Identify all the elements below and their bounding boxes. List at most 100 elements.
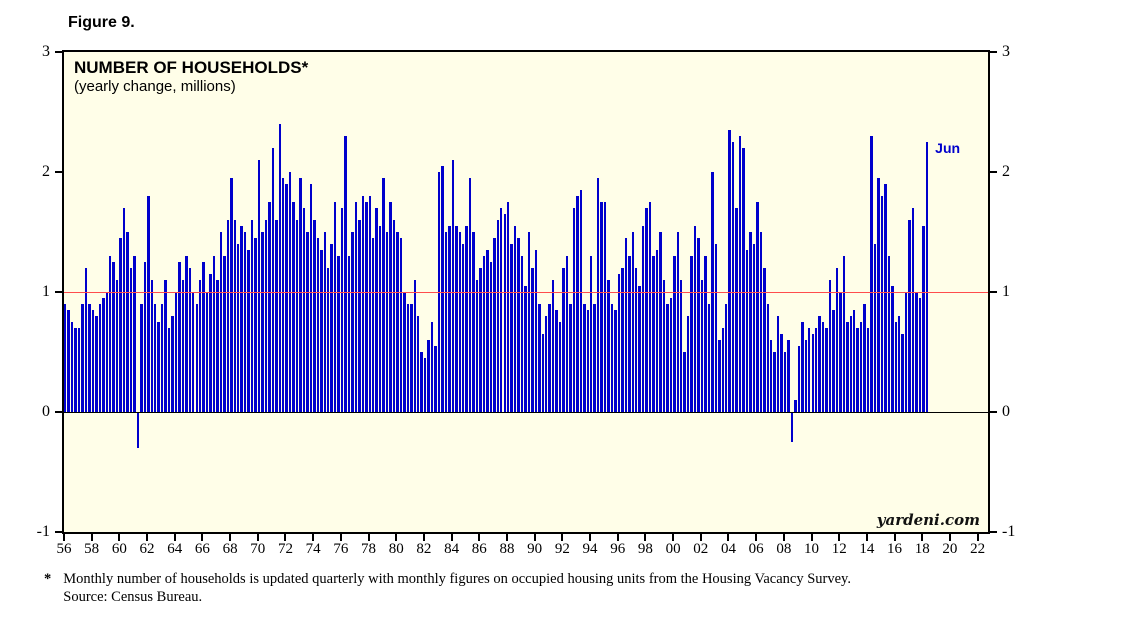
data-bar <box>493 238 496 412</box>
y-tick-left <box>55 291 62 293</box>
data-bar <box>638 286 641 412</box>
data-bar <box>441 166 444 412</box>
data-bar <box>787 340 790 412</box>
data-bar <box>662 280 666 412</box>
data-bar <box>216 280 219 412</box>
x-tick-label: 70 <box>250 541 266 557</box>
data-bar <box>863 304 866 412</box>
data-bar <box>102 298 105 412</box>
x-tick <box>256 534 259 541</box>
data-bar <box>583 304 586 412</box>
data-bar <box>313 220 316 412</box>
data-bar <box>285 184 288 412</box>
data-bar <box>410 304 413 412</box>
data-bar <box>81 304 84 412</box>
x-tick <box>561 534 564 541</box>
data-bar <box>756 202 759 412</box>
data-bar <box>361 196 365 412</box>
data-bar <box>167 328 171 412</box>
data-bar <box>77 328 81 412</box>
data-bar <box>631 232 634 412</box>
data-bar <box>448 226 451 412</box>
data-bar <box>849 316 853 412</box>
data-bar <box>461 244 465 412</box>
data-bar <box>278 124 281 412</box>
jun-annotation: Jun <box>935 140 961 156</box>
y-tick-label-right: 3 <box>1002 43 1010 60</box>
data-bar <box>531 268 534 412</box>
data-bar <box>129 268 133 412</box>
data-bar <box>188 268 192 412</box>
data-bar <box>517 238 520 412</box>
x-tick-label: 06 <box>748 541 764 557</box>
data-bar <box>832 310 835 412</box>
data-bar <box>527 232 531 412</box>
data-bar <box>143 262 147 412</box>
data-bar <box>434 346 437 412</box>
x-tick-label: 18 <box>914 541 930 557</box>
data-bar <box>621 268 624 412</box>
data-bar <box>783 352 787 412</box>
x-tick-label: 92 <box>554 541 570 557</box>
data-bar <box>243 232 247 412</box>
data-bar <box>572 208 576 412</box>
data-bar <box>147 196 150 412</box>
y-tick-label-left: 2 <box>42 163 50 180</box>
data-bar <box>835 268 839 412</box>
data-bar <box>700 280 704 412</box>
data-bar <box>95 316 98 412</box>
data-bar <box>344 136 347 412</box>
data-bar <box>295 220 299 412</box>
x-tick-label: 84 <box>444 541 460 557</box>
data-bar <box>738 136 742 412</box>
data-bar <box>628 256 631 412</box>
data-bar <box>911 208 915 412</box>
x-tick <box>312 534 315 541</box>
y-tick-label-left: 0 <box>42 403 50 420</box>
y-tick-label-right: 2 <box>1002 163 1010 180</box>
x-tick-label: 00 <box>665 541 681 557</box>
x-tick-label: 58 <box>84 541 100 557</box>
data-bar <box>922 226 925 412</box>
x-tick <box>173 534 176 541</box>
x-tick <box>422 534 425 541</box>
data-bar <box>724 304 728 412</box>
x-tick-label: 62 <box>139 541 155 557</box>
x-tick <box>505 534 508 541</box>
data-bar <box>178 262 181 412</box>
data-bar <box>749 232 752 412</box>
x-tick-label: 02 <box>693 541 709 557</box>
data-bar <box>309 184 313 412</box>
data-bar <box>593 304 596 412</box>
data-bar <box>306 232 309 412</box>
data-bar <box>84 268 88 412</box>
data-bar <box>804 340 808 412</box>
x-tick <box>450 534 453 541</box>
data-bar <box>264 220 268 412</box>
data-bar <box>590 256 593 412</box>
data-bar <box>105 292 108 412</box>
data-bar <box>769 340 773 412</box>
data-bar <box>680 280 683 412</box>
footnote-line1: Monthly number of households is updated … <box>63 571 851 587</box>
x-tick-label: 86 <box>471 541 487 557</box>
data-bar <box>171 316 174 412</box>
data-bar <box>742 148 745 412</box>
data-bar <box>704 256 707 412</box>
y-tick-left <box>55 411 62 413</box>
data-bar <box>610 304 614 412</box>
data-bar <box>880 196 884 412</box>
data-bar <box>839 292 842 412</box>
x-tick <box>948 534 951 541</box>
data-bar <box>569 304 572 412</box>
data-bar <box>558 322 562 412</box>
data-bar <box>721 328 724 412</box>
data-bar <box>292 202 295 412</box>
data-bar <box>126 232 129 412</box>
data-bar <box>136 412 140 448</box>
data-bar <box>365 202 368 412</box>
x-tick-label: 94 <box>582 541 598 557</box>
footnote: * Monthly number of households is update… <box>44 570 851 606</box>
x-tick <box>672 534 675 541</box>
